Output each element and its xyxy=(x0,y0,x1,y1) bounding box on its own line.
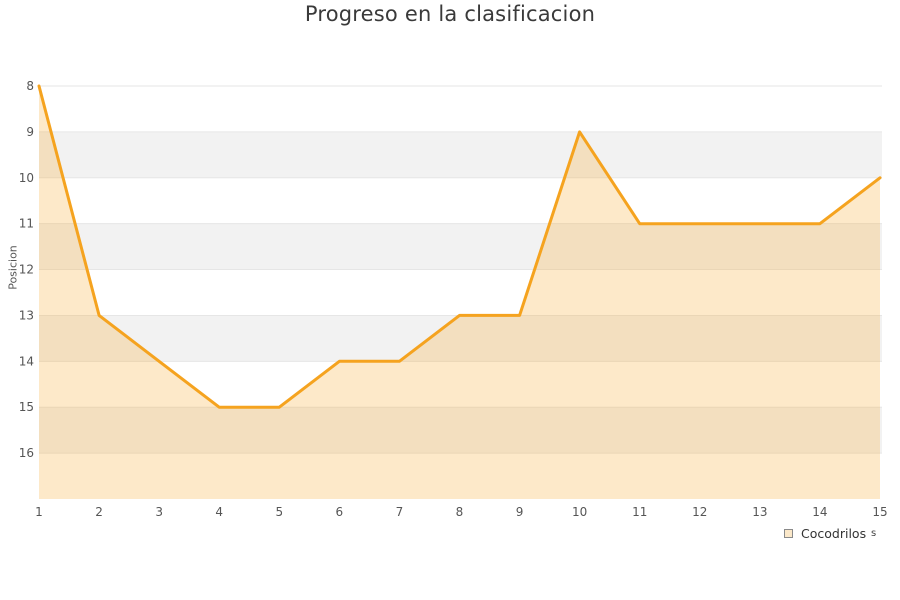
x-tick-label: 5 xyxy=(275,505,283,519)
x-tick-label: 11 xyxy=(632,505,647,519)
legend-item-cocodrilos[interactable]: Cocodrilos xyxy=(784,526,866,541)
series-area-cocodrilos xyxy=(39,86,880,499)
x-tick-label: 2 xyxy=(95,505,103,519)
x-tick-label: 7 xyxy=(396,505,404,519)
alternate-band xyxy=(39,407,882,454)
y-tick-label: 16 xyxy=(19,446,34,460)
y-tick-label: 12 xyxy=(19,263,34,277)
x-tick-label: 10 xyxy=(572,505,587,519)
x-tick-label: 1 xyxy=(35,505,43,519)
legend-swatch-icon xyxy=(784,529,793,538)
clipped-text-artifact: s xyxy=(871,528,877,539)
legend-label: Cocodrilos xyxy=(801,526,867,541)
y-tick-label: 13 xyxy=(19,308,34,322)
x-tick-label: 9 xyxy=(516,505,524,519)
y-tick-label: 10 xyxy=(19,171,34,185)
x-tick-label: 6 xyxy=(336,505,344,519)
y-tick-label: 15 xyxy=(19,400,34,414)
alternate-band xyxy=(39,315,882,362)
x-tick-label: 14 xyxy=(812,505,827,519)
y-tick-label: 8 xyxy=(26,79,34,93)
x-tick-label: 4 xyxy=(215,505,223,519)
alternate-band xyxy=(39,223,882,270)
y-tick-label: 11 xyxy=(19,217,34,231)
y-tick-label: 9 xyxy=(26,125,34,139)
x-tick-label: 13 xyxy=(752,505,767,519)
x-tick-label: 8 xyxy=(456,505,464,519)
y-tick-label: 14 xyxy=(19,354,34,368)
series-line-cocodrilos xyxy=(37,84,882,409)
x-tick-label: 12 xyxy=(692,505,707,519)
x-tick-label: 3 xyxy=(155,505,163,519)
chart-title: Progreso en la clasificacion xyxy=(304,2,596,26)
alternate-band xyxy=(39,131,882,178)
x-tick-label: 15 xyxy=(872,505,887,519)
